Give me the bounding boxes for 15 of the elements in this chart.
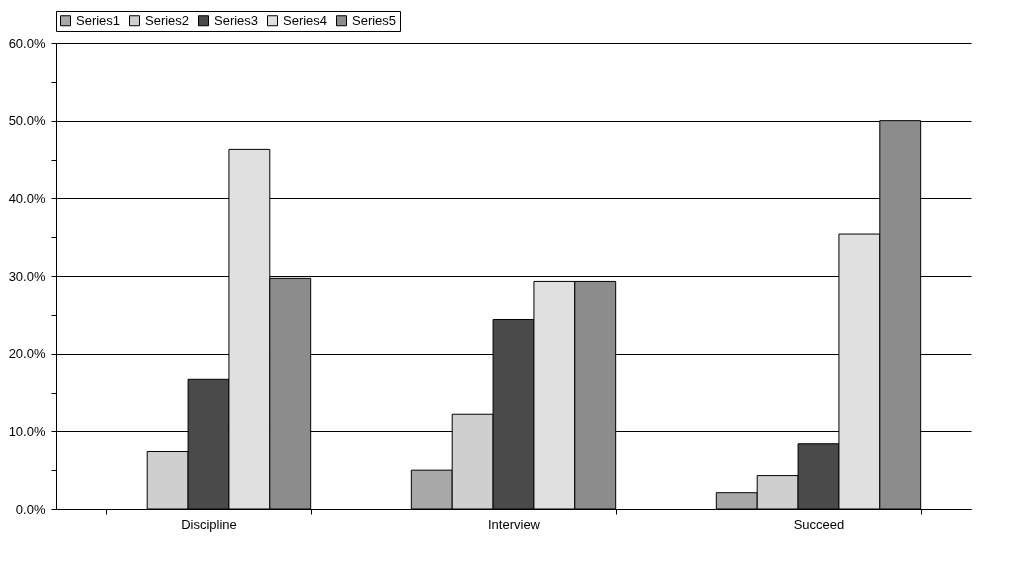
y-tick-label: 20.0% bbox=[8, 346, 46, 362]
legend-label: Series4 bbox=[283, 12, 328, 28]
legend-label: Series1 bbox=[76, 12, 121, 28]
x-tick-label: Interview bbox=[487, 516, 541, 532]
legend-label: Series2 bbox=[145, 12, 190, 28]
x-tick-label: Succeed bbox=[793, 516, 845, 532]
y-tick-label: 30.0% bbox=[8, 268, 46, 284]
legend-label: Series3 bbox=[214, 12, 259, 28]
y-tick-label: 50.0% bbox=[8, 113, 46, 129]
y-tick-label: 0.0% bbox=[15, 501, 46, 517]
y-tick-label: 60.0% bbox=[8, 35, 46, 51]
legend-label: Series5 bbox=[352, 12, 397, 28]
x-tick-label: Discipline bbox=[181, 516, 237, 532]
y-tick-label: 10.0% bbox=[8, 423, 46, 439]
y-tick-label: 40.0% bbox=[8, 190, 46, 206]
